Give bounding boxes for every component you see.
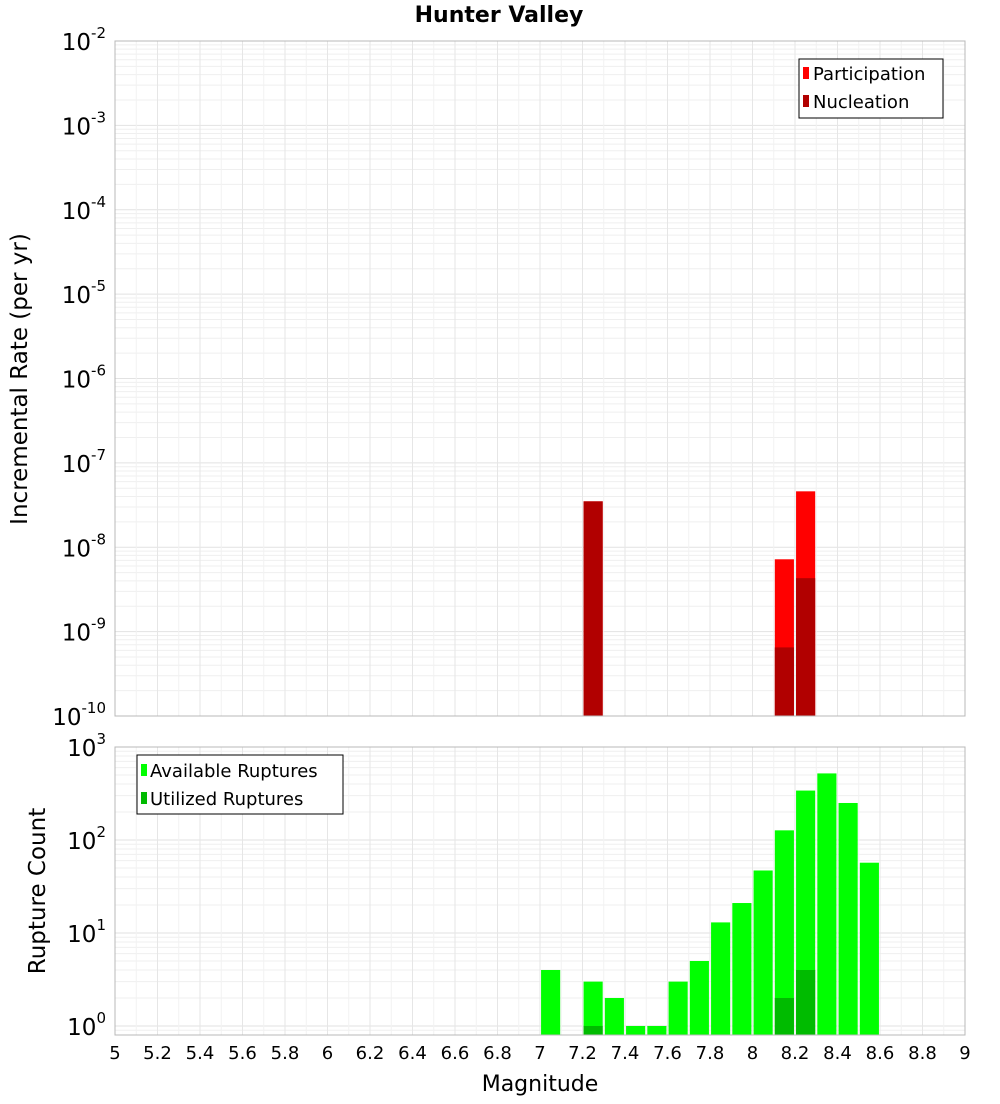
- x-tick-label: 8.2: [781, 1043, 810, 1064]
- y-tick-label: 10-4: [62, 193, 106, 225]
- y-tick-label: 10-5: [62, 277, 106, 309]
- x-tick-label: 7.6: [653, 1043, 682, 1064]
- top-panel-bars: [583, 491, 816, 716]
- x-tick-label: 8.6: [866, 1043, 895, 1064]
- top-y-axis-label: Incremental Rate (per yr): [7, 233, 33, 525]
- y-tick-label: 103: [67, 730, 106, 762]
- x-tick-label: 6.4: [398, 1043, 427, 1064]
- bar-available-ruptures: [541, 969, 561, 1035]
- x-tick-label: 9: [959, 1043, 970, 1064]
- bar-available-ruptures: [668, 981, 688, 1035]
- x-axis-ticks: 5 5.2 5.4 5.6 5.8 6 6.2 6.4 6.6 6.8 7 7.2 7.4 7.6 7.8 8…: [109, 1043, 970, 1064]
- legend-label-participation: Participation: [813, 64, 925, 85]
- legend-label-utilized-ruptures: Utilized Ruptures: [150, 789, 303, 810]
- y-tick-label: 100: [67, 1009, 106, 1041]
- top-panel-legend: Participation Nucleation: [798, 58, 944, 119]
- bar-available-ruptures: [647, 1025, 667, 1035]
- x-tick-label: 7: [534, 1043, 545, 1064]
- bar-available-ruptures: [753, 870, 773, 1035]
- bottom-panel-bars: [541, 773, 879, 1035]
- top-panel-grid: [114, 41, 966, 717]
- bar-available-ruptures: [583, 981, 603, 1035]
- bottom-panel-frame: [114, 746, 966, 1036]
- x-tick-label: 8.4: [823, 1043, 852, 1064]
- x-tick-label: 7.8: [696, 1043, 725, 1064]
- legend-label-nucleation: Nucleation: [813, 92, 909, 113]
- x-tick-label: 5.4: [186, 1043, 215, 1064]
- bar-available-ruptures: [838, 802, 858, 1035]
- bar-nucleation: [583, 501, 603, 716]
- x-tick-label: 6.2: [356, 1043, 385, 1064]
- x-tick-label: 6.6: [441, 1043, 470, 1064]
- x-tick-label: 5.6: [228, 1043, 257, 1064]
- bar-utilized-ruptures: [774, 997, 794, 1035]
- bottom-y-axis-label: Rupture Count: [25, 808, 51, 974]
- x-tick-label: 7.4: [611, 1043, 640, 1064]
- bottom-panel-legend: Available Ruptures Utilized Ruptures: [136, 754, 344, 815]
- bar-available-ruptures: [817, 773, 837, 1035]
- x-tick-label: 8.8: [908, 1043, 937, 1064]
- legend-swatch-utilized-ruptures: [141, 792, 147, 804]
- x-tick-label: 7.2: [568, 1043, 597, 1064]
- bar-nucleation: [774, 647, 794, 716]
- legend-frame: [798, 58, 944, 119]
- x-tick-label: 5: [109, 1043, 120, 1064]
- bar-utilized-ruptures: [796, 969, 816, 1035]
- legend-swatch-nucleation: [803, 95, 809, 107]
- legend-frame: [136, 754, 344, 815]
- bar-nucleation: [796, 578, 816, 716]
- top-panel-y-ticks: 10-2 10-3 10-4 10-5 10-6 10-7 10-8 10-9 10-10: [52, 24, 106, 731]
- chart-title: Hunter Valley: [415, 3, 584, 28]
- legend-swatch-participation: [803, 67, 809, 79]
- x-axis-label: Magnitude: [482, 1072, 599, 1097]
- x-tick-label: 5.8: [271, 1043, 300, 1064]
- y-tick-label: 10-3: [62, 108, 106, 140]
- y-tick-label: 10-9: [62, 615, 106, 647]
- y-tick-label: 10-2: [62, 24, 106, 56]
- x-tick-label: 8: [747, 1043, 758, 1064]
- x-tick-label: 5.2: [143, 1043, 172, 1064]
- bar-available-ruptures: [774, 830, 794, 1035]
- bar-available-ruptures: [711, 922, 731, 1035]
- bar-available-ruptures: [732, 903, 752, 1035]
- y-tick-label: 10-6: [62, 362, 106, 394]
- legend-label-available-ruptures: Available Ruptures: [150, 761, 318, 782]
- bar-utilized-ruptures: [583, 1025, 603, 1035]
- bar-available-ruptures: [689, 960, 709, 1035]
- x-tick-label: 6: [322, 1043, 333, 1064]
- x-tick-label: 6.8: [483, 1043, 512, 1064]
- y-tick-label: 101: [67, 916, 106, 948]
- top-panel-frame: [114, 40, 966, 717]
- bar-available-ruptures: [859, 862, 879, 1035]
- y-tick-label: 10-7: [62, 446, 106, 478]
- y-tick-label: 10-10: [52, 699, 106, 731]
- y-tick-label: 102: [67, 823, 106, 855]
- bar-available-ruptures: [604, 997, 624, 1035]
- bottom-panel-y-ticks: 103 102 101 100: [67, 730, 106, 1041]
- bar-available-ruptures: [626, 1025, 646, 1035]
- legend-swatch-available-ruptures: [141, 764, 147, 776]
- y-tick-label: 10-8: [62, 530, 106, 562]
